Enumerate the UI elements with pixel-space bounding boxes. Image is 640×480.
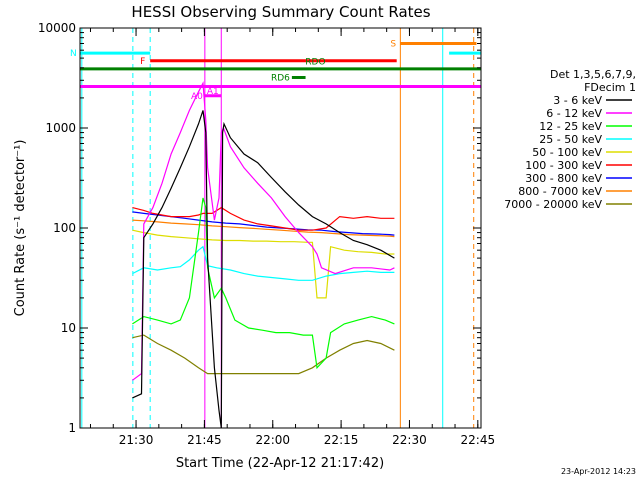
timestamp: 23-Apr-2012 14:23 (561, 467, 636, 476)
legend-label-6: 300 - 800 keV (525, 172, 602, 185)
series-line-1 (132, 81, 395, 381)
y-tick-label-0: 1 (68, 421, 76, 435)
x-tick-label-0: 21:30 (119, 433, 154, 447)
y-tick-label-4: 10000 (38, 21, 76, 35)
legend-label-7: 800 - 7000 keV (518, 185, 602, 198)
x-axis-label: Start Time (22-Apr-12 21:17:42) (176, 456, 384, 471)
series-layer (132, 81, 395, 428)
annotation-label-2: F (140, 57, 145, 67)
chart-title: HESSI Observing Summary Count Rates (131, 3, 430, 21)
y-axis: 1 10 100 1000 10000 (38, 21, 481, 435)
annotation-label-0: N (70, 49, 77, 59)
annotation-label-7: A1 (207, 87, 219, 97)
legend-label-3: 25 - 50 keV (539, 133, 602, 146)
x-tick-label-1: 21:45 (187, 433, 222, 447)
series-line-5 (132, 206, 395, 231)
annotation-layer: N F RD6 RDO A1 A0 S (70, 39, 481, 102)
x-tick-label-2: 22:00 (255, 433, 290, 447)
legend-title-0: Det 1,3,5,6,7,9, (550, 68, 636, 81)
series-line-8 (132, 334, 395, 375)
annotation-label-4: RD6 (271, 73, 290, 83)
legend-label-5: 100 - 300 keV (525, 159, 602, 172)
series-line-3 (132, 245, 395, 281)
series-line-7 (132, 219, 395, 238)
legend-label-8: 7000 - 20000 keV (504, 198, 602, 211)
legend-title-1: FDecim 1 (584, 81, 636, 94)
x-axis: 21:30 21:45 22:00 22:15 22:30 22:45 (89, 28, 496, 447)
legend-label-0: 3 - 6 keV (553, 94, 602, 107)
y-axis-label: Count Rate (s⁻¹ detector⁻¹) (13, 140, 28, 317)
annotation-label-5: RDO (305, 58, 325, 68)
x-tick-label-3: 22:15 (324, 433, 359, 447)
annotation-label-8: A0 (191, 92, 203, 102)
x-tick-label-4: 22:30 (392, 433, 427, 447)
legend-label-2: 12 - 25 keV (539, 120, 602, 133)
annotation-label-9: S (390, 39, 396, 49)
x-tick-label-5: 22:45 (461, 433, 496, 447)
y-tick-label-1: 10 (61, 321, 76, 335)
series-line-0 (132, 110, 395, 428)
series-line-4 (132, 229, 395, 299)
y-tick-label-3: 1000 (45, 121, 76, 135)
series-line-2 (132, 197, 395, 370)
legend-label-1: 6 - 12 keV (546, 107, 602, 120)
y-tick-label-2: 100 (53, 221, 76, 235)
legend-label-4: 50 - 100 keV (532, 146, 602, 159)
